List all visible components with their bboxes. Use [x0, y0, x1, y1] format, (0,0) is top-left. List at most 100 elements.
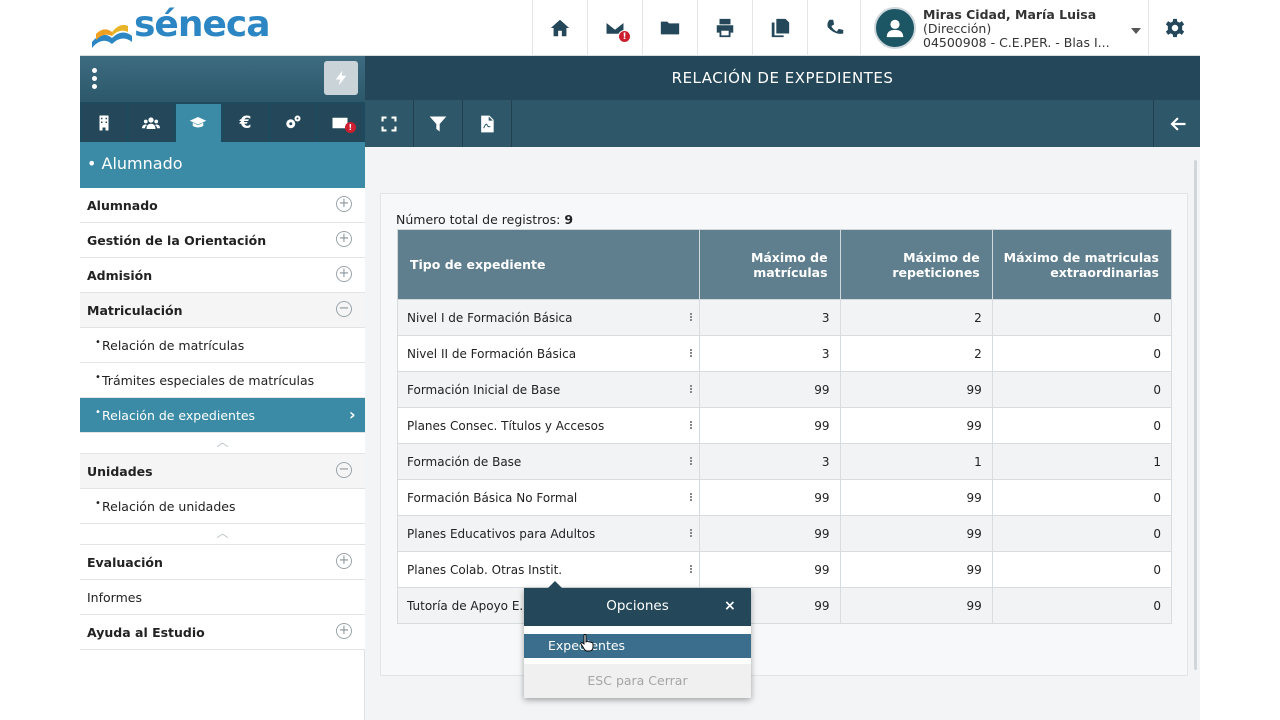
cell-value: 99: [839, 479, 993, 516]
user-menu[interactable]: Miras Cidad, María Luisa (Dirección) 045…: [860, 0, 1148, 56]
seneca-logo[interactable]: séneca: [90, 4, 271, 52]
tab-utilidades[interactable]: [270, 104, 315, 142]
table-row[interactable]: Nivel I de Formación Básica 3 2 0: [396, 299, 1173, 336]
phone-icon: [827, 19, 844, 34]
cell-value: 0: [991, 335, 1173, 372]
pdf-button[interactable]: [463, 100, 512, 147]
settings-button[interactable]: [1148, 0, 1200, 56]
folder-icon: [660, 21, 680, 35]
cell-value: 99: [839, 587, 993, 624]
sidebar-item-label: Gestión de la Orientación: [87, 233, 267, 248]
sidebar-item-ayuda-estudio[interactable]: Ayuda al Estudio +: [80, 615, 365, 650]
cell-value: 2: [839, 299, 993, 336]
table-row[interactable]: Planes Consec. Títulos y Accesos 99 99 0: [396, 407, 1173, 444]
cell-value: 0: [991, 479, 1173, 516]
folder-button[interactable]: [642, 0, 697, 56]
sidebar-item-evaluacion[interactable]: Evaluación +: [80, 545, 365, 580]
table-row[interactable]: Formación Inicial de Base 99 99 0: [396, 371, 1173, 408]
row-options-icon[interactable]: [690, 493, 693, 502]
sidebar-item-label: Matriculación: [87, 303, 183, 318]
phone-button[interactable]: [807, 0, 862, 56]
cell-tipo-expediente: Formación de Base: [396, 443, 701, 480]
arrow-left-icon: [1170, 116, 1186, 131]
table-row[interactable]: Tutoría de Apoyo E... 99 99 0: [396, 587, 1173, 624]
column-header[interactable]: Máximo de repeticiones: [839, 229, 993, 300]
sidebar-item-label: Ayuda al Estudio: [87, 625, 205, 640]
scrollbar[interactable]: [1194, 160, 1197, 670]
table-row[interactable]: Formación Básica No Formal 99 99 0: [396, 479, 1173, 516]
back-button[interactable]: [1153, 100, 1200, 147]
tab-centro[interactable]: [82, 104, 127, 142]
home-button[interactable]: [532, 0, 587, 56]
collapse-unidades[interactable]: ︿: [80, 524, 365, 545]
sidebar-tabs: € !: [80, 102, 365, 142]
plus-icon: +: [336, 553, 352, 569]
table-row[interactable]: Nivel II de Formación Básica 3 2 0: [396, 335, 1173, 372]
popup-item-expedientes[interactable]: Expedientes: [524, 634, 751, 658]
cell-value: 3: [699, 335, 841, 372]
page-title: RELACIÓN DE EXPEDIENTES: [365, 56, 1200, 100]
euro-icon: €: [239, 113, 252, 133]
copy-button[interactable]: [752, 0, 807, 56]
mouse-cursor-icon: [580, 634, 594, 652]
popup-esc-close[interactable]: ESC para Cerrar: [524, 664, 751, 698]
row-options-icon[interactable]: [690, 565, 693, 574]
sidebar-top-bar: [80, 56, 365, 102]
sidebar-item-label: Trámites especiales de matrículas: [102, 373, 315, 388]
cell-value: 99: [699, 371, 841, 408]
sidebar-item-label: Admisión: [87, 268, 153, 283]
tab-personal[interactable]: [129, 104, 174, 142]
row-options-icon[interactable]: [690, 349, 693, 358]
user-name: Miras Cidad, María Luisa: [923, 7, 1097, 22]
user-icon: [886, 19, 904, 38]
filter-button[interactable]: [414, 100, 463, 147]
more-options-icon[interactable]: [92, 68, 100, 90]
sidebar-item-alumnado[interactable]: Alumnado +: [80, 188, 365, 223]
sidebar-item-admision[interactable]: Admisión +: [80, 258, 365, 293]
row-options-icon[interactable]: [690, 457, 693, 466]
row-options-icon[interactable]: [690, 313, 693, 322]
tab-gastos[interactable]: €: [223, 104, 268, 142]
minus-icon: −: [336, 301, 352, 317]
quick-access-button[interactable]: [324, 61, 358, 95]
cell-value: 2: [839, 335, 993, 372]
mail-button[interactable]: !: [587, 0, 642, 56]
sidebar-item-orientacion[interactable]: Gestión de la Orientación +: [80, 223, 365, 258]
app-frame: séneca !: [80, 0, 1200, 720]
row-options-icon[interactable]: [690, 421, 693, 430]
home-icon: [550, 19, 570, 37]
avatar: [874, 7, 916, 49]
table-row[interactable]: Formación de Base 3 1 1: [396, 443, 1173, 480]
column-header[interactable]: Máximo de matrículas: [699, 229, 841, 300]
sidebar-item-informes[interactable]: Informes: [80, 580, 365, 615]
sidebar-item-matriculacion[interactable]: Matriculación −: [80, 293, 365, 328]
cell-value: 99: [839, 407, 993, 444]
sidebar-item-relacion-matriculas[interactable]: Relación de matrículas: [80, 328, 365, 363]
row-options-icon[interactable]: [690, 385, 693, 394]
table-row[interactable]: Planes Colab. Otras Instit. 99 99 0: [396, 551, 1173, 588]
row-options-icon[interactable]: [690, 529, 693, 538]
sidebar-item-unidades[interactable]: Unidades −: [80, 454, 365, 489]
toolbar: [365, 100, 1200, 147]
sidebar-item-relacion-unidades[interactable]: Relación de unidades: [80, 489, 365, 524]
sidebar-item-tramites[interactable]: Trámites especiales de matrículas: [80, 363, 365, 398]
table-row[interactable]: Planes Educativos para Adultos 99 99 0: [396, 515, 1173, 552]
mail-alert-badge: !: [618, 30, 631, 43]
column-header[interactable]: Tipo de expediente: [396, 229, 701, 300]
collapse-matriculacion[interactable]: ︿: [80, 433, 365, 454]
print-button[interactable]: [697, 0, 752, 56]
cell-value: 3: [699, 299, 841, 336]
tab-alumnado[interactable]: [176, 104, 221, 142]
gear-icon: [1165, 18, 1184, 38]
copy-icon: [771, 18, 790, 38]
sidebar-item-relacion-expedientes[interactable]: Relación de expedientes ›: [80, 398, 365, 433]
column-header[interactable]: Máximo de matriculas extraordinarias: [991, 229, 1173, 300]
close-icon[interactable]: ×: [724, 598, 736, 614]
tab-comunicaciones[interactable]: !: [317, 104, 363, 142]
chevron-down-icon: [1131, 28, 1141, 34]
logo-text: séneca: [134, 4, 271, 45]
fullscreen-button[interactable]: [365, 100, 414, 147]
total-records: Número total de registros: 9: [396, 212, 573, 227]
sidebar-item-label: Relación de matrículas: [102, 338, 245, 353]
mail-icon: [332, 117, 348, 129]
